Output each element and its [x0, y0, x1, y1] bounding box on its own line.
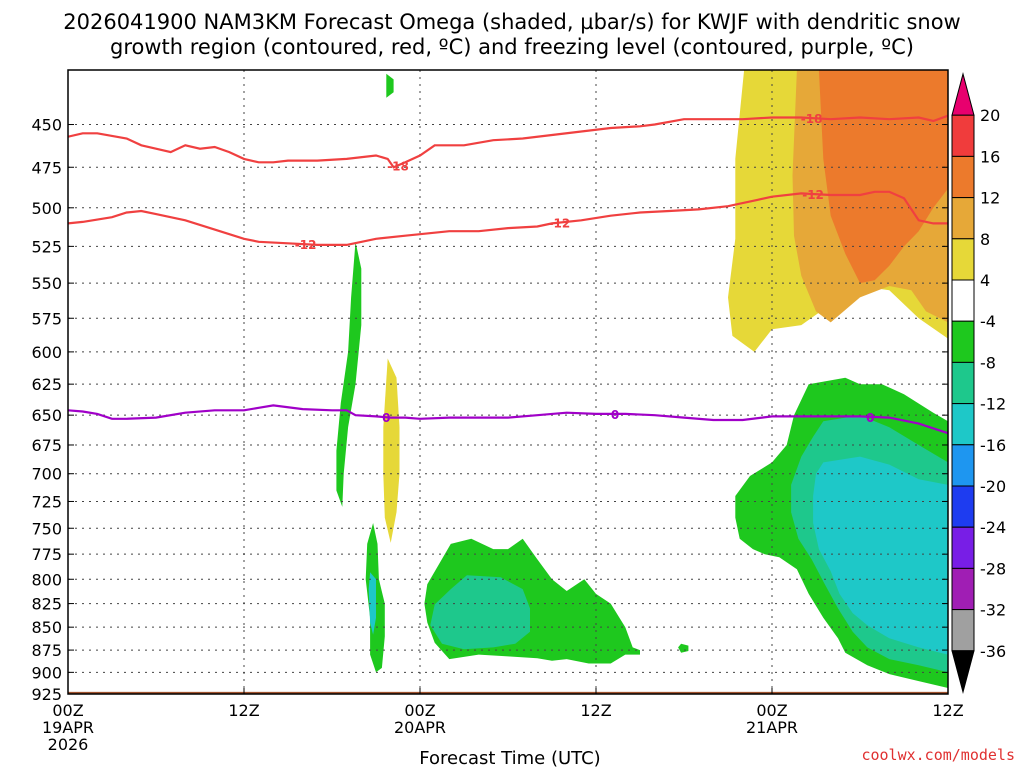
x-tick-label: 00Z [756, 701, 787, 720]
colorbar-swatch [951, 279, 975, 322]
y-tick-label: 500 [31, 199, 62, 218]
plot-area: 0 0 0 -12 -12 -12 -18 -18 [68, 70, 948, 694]
x-axis-title: Forecast Time (UTC) [419, 748, 600, 768]
freezing-level-0c-label: 0 [382, 411, 390, 425]
colorbar-label: -24 [980, 518, 1006, 537]
dgz-minus12c-label: -12 [802, 188, 824, 202]
colorbar-swatch [951, 197, 975, 240]
y-tick-label: 475 [31, 158, 62, 177]
x-tick-label: 12Z [228, 701, 259, 720]
y-tick-label: 450 [31, 116, 62, 135]
grid-lines [68, 70, 948, 694]
colorbar-swatch [951, 444, 975, 487]
colorbar-label: 20 [980, 106, 1000, 125]
x-tick-label: 00Z [404, 701, 435, 720]
colorbar-swatch [951, 485, 975, 528]
colorbar-swatch [951, 403, 975, 446]
colorbar-label: 4 [980, 271, 990, 290]
omega-region-7 [368, 572, 376, 635]
plot-frame [67, 69, 949, 695]
dgz-minus12c-label: -12 [295, 238, 317, 252]
colorbar-label: 16 [980, 147, 1000, 166]
colorbar-swatch [951, 320, 975, 363]
omega-region-13 [813, 456, 948, 655]
freezing-level-0c-line [68, 404, 948, 435]
y-tick-label: 825 [31, 595, 62, 614]
y-tick-label: 550 [31, 274, 62, 293]
terrain-ground [68, 691, 948, 694]
x-tick-label: 21APR [746, 718, 798, 737]
y-tick-label: 650 [31, 406, 62, 425]
omega-shading [336, 70, 948, 688]
omega-region-2 [818, 70, 948, 284]
contour-lines: 0 0 0 -12 -12 -12 -18 -18 [68, 112, 948, 435]
colorbar-label: -12 [980, 395, 1006, 414]
y-tick-label: 925 [31, 685, 62, 704]
freezing-level-0c-label: 0 [866, 411, 874, 425]
colorbar-swatch-top [951, 72, 975, 116]
x-tick-label: 00Z [52, 701, 83, 720]
y-tick-label: 725 [31, 492, 62, 511]
y-tick-label: 900 [31, 663, 62, 682]
y-tick-label: 750 [31, 519, 62, 538]
y-tick-label: 775 [31, 545, 62, 564]
x-tick-label: 12Z [932, 701, 963, 720]
y-tick-label: 625 [31, 375, 62, 394]
colorbar-swatch [951, 114, 975, 157]
colorbar: 20 16 12 8 4 -4 -8 -12 -16 -20 -24 -28 -32 -36 [951, 72, 1006, 694]
colorbar-label: -28 [980, 559, 1006, 578]
y-tick-label: 675 [31, 436, 62, 455]
x-tick-label: 20APR [394, 718, 446, 737]
colorbar-swatch [951, 526, 975, 569]
dgz-minus18c-label: -18 [387, 159, 409, 173]
colorbar-label: -32 [980, 601, 1006, 620]
x-tick-label: 2026 [48, 735, 89, 754]
credit-text: coolwx.com/models [861, 746, 1015, 764]
y-tick-label: 525 [31, 237, 62, 256]
y-axis: 450 475 500 525 550 575 600 625 650 675 700 725 750 7… [31, 116, 948, 704]
omega-region-3 [383, 358, 400, 543]
y-tick-label: 600 [31, 343, 62, 362]
omega-region-4 [386, 73, 394, 98]
y-tick-label: 800 [31, 570, 62, 589]
colorbar-swatch [951, 609, 975, 652]
x-tick-label: 19APR [42, 718, 94, 737]
colorbar-label: 12 [980, 189, 1000, 208]
colorbar-label: -20 [980, 477, 1006, 496]
colorbar-label: -8 [980, 353, 996, 372]
dgz-minus12c-line [68, 190, 948, 246]
colorbar-label: -16 [980, 436, 1006, 455]
y-tick-label: 875 [31, 641, 62, 660]
omega-region-5 [336, 241, 362, 507]
omega-region-9 [430, 575, 530, 650]
dgz-minus18c-line [68, 114, 948, 169]
dgz-minus18c-label: -18 [801, 112, 823, 126]
chart-title-line2: growth region (contoured, red, ºC) and f… [110, 35, 914, 59]
dgz-minus12c-label: -12 [548, 217, 570, 231]
colorbar-swatch-bottom [951, 650, 975, 694]
colorbar-swatch [951, 155, 975, 199]
colorbar-swatch [951, 238, 975, 281]
colorbar-label: 8 [980, 230, 990, 249]
colorbar-swatch [951, 567, 975, 611]
x-tick-label: 12Z [580, 701, 611, 720]
freezing-level-0c-label: 0 [611, 408, 619, 422]
y-tick-label: 700 [31, 465, 62, 484]
colorbar-label: -4 [980, 312, 996, 331]
colorbar-swatch [951, 361, 975, 405]
chart-title-line1: 2026041900 NAM3KM Forecast Omega (shaded… [63, 10, 960, 34]
y-tick-label: 850 [31, 618, 62, 637]
y-tick-label: 575 [31, 309, 62, 328]
colorbar-label: -36 [980, 642, 1006, 661]
